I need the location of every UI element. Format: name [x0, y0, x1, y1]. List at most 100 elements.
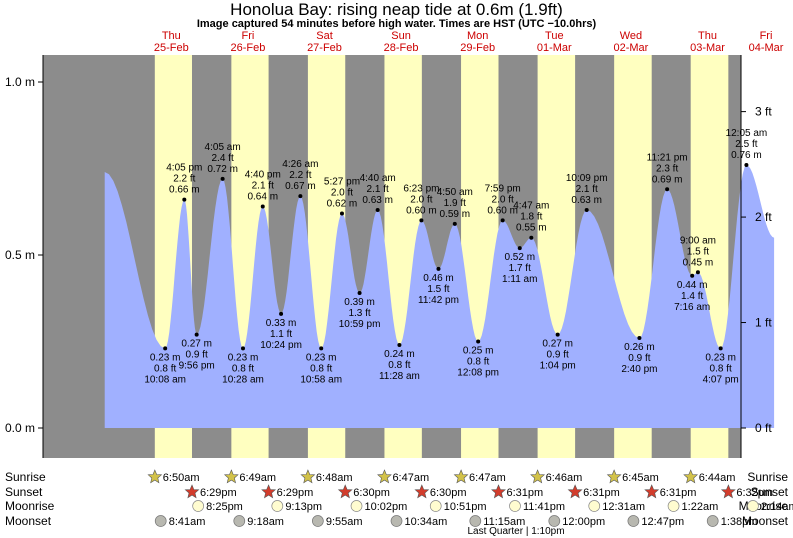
tide-height-ft: 1.1 ft	[270, 329, 292, 340]
tide-height-ft: 0.8 ft	[232, 363, 254, 374]
tide-point	[690, 273, 695, 278]
moonrise-time: 10:51pm	[444, 501, 487, 513]
sunset-time: 6:31pm	[660, 487, 697, 499]
moonset-time: 11:15am	[483, 516, 525, 528]
sunrise-time: 6:47am	[469, 472, 506, 484]
left-axis-tick-label: 0.0 m	[5, 421, 35, 435]
day-name: Fri	[760, 30, 773, 42]
tide-height-m: 0.62 m	[327, 198, 358, 209]
tide-point	[163, 346, 168, 351]
tide-time: 11:21 pm	[647, 152, 688, 163]
tide-height-ft: 0.9 ft	[628, 353, 650, 364]
tide-height-m: 0.33 m	[266, 318, 297, 329]
tide-time: 7:59 pm	[485, 183, 521, 194]
tide-height-m: 0.45 m	[683, 257, 714, 268]
row-label-sunset: Sunset	[5, 485, 43, 499]
day-name: Fri	[241, 30, 254, 42]
moonset-time: 8:41am	[169, 516, 206, 528]
tide-point	[419, 218, 424, 223]
tide-height-ft: 1.8 ft	[520, 212, 542, 223]
moonset-icon	[469, 515, 482, 527]
sunrise-icon	[453, 469, 469, 484]
tide-height-m: 0.24 m	[384, 349, 415, 360]
tide-height-m: 0.25 m	[463, 346, 494, 357]
tide-point	[182, 197, 187, 202]
sunset-icon	[720, 484, 736, 499]
tide-curve	[104, 165, 775, 428]
sunrise-icon	[377, 469, 392, 484]
tide-height-ft: 0.8 ft	[154, 363, 176, 374]
tide-height-ft: 0.9 ft	[547, 350, 569, 361]
tide-height-ft: 0.9 ft	[186, 350, 208, 361]
sunset-time: 6:29pm	[200, 487, 237, 499]
day-date: 27-Feb	[307, 42, 342, 54]
moonrise-time: 8:25pm	[206, 501, 243, 513]
day-date: 02-Mar	[613, 42, 648, 54]
moonset-time: 1:38pm	[721, 516, 758, 528]
sunset-time: 6:30pm	[430, 487, 467, 499]
row-label-moonset-right: Moonset	[742, 514, 789, 528]
tide-height-ft: 2.0 ft	[492, 194, 514, 205]
tide-time: 1:04 pm	[540, 361, 576, 372]
moonrise-icon	[667, 500, 680, 512]
tide-point	[357, 291, 362, 296]
tide-height-ft: 1.4 ft	[681, 291, 703, 302]
tide-time: 4:26 am	[282, 159, 318, 170]
moonrise-time: 12:31am	[602, 501, 645, 513]
tide-time: 9:56 pm	[179, 361, 215, 372]
moonrise-time: 11:41pm	[523, 501, 565, 513]
tide-height-ft: 2.0 ft	[331, 187, 353, 198]
tide-height-ft: 0.8 ft	[467, 357, 489, 368]
tide-point	[298, 194, 303, 199]
tide-time: 9:00 am	[680, 235, 716, 246]
sunset-icon	[184, 484, 200, 499]
tide-point	[452, 221, 457, 226]
sunrise-icon	[683, 469, 699, 484]
tide-height-m: 0.23 m	[306, 352, 337, 363]
tide-point	[260, 204, 265, 209]
sunset-icon	[491, 484, 506, 499]
tide-height-m: 0.63 m	[362, 195, 393, 206]
moonset-icon	[390, 515, 403, 527]
tide-time: 1:11 am	[502, 274, 537, 285]
tide-height-ft: 0.8 ft	[710, 363, 732, 374]
moonset-icon	[706, 515, 719, 527]
moonset-icon	[627, 515, 640, 527]
row-label-moonset: Moonset	[5, 514, 52, 528]
sunrise-icon	[530, 469, 546, 484]
tide-time: 11:28 am	[379, 371, 420, 382]
tide-time: 2:40 pm	[621, 364, 657, 375]
tide-time: 4:40 pm	[245, 170, 281, 181]
tide-height-ft: 2.2 ft	[289, 170, 311, 181]
moonset-time: 9:18am	[247, 516, 284, 528]
tide-point	[584, 208, 589, 213]
sunset-time: 6:29pm	[277, 487, 314, 499]
tide-time: 7:16 am	[674, 302, 710, 313]
tide-point	[744, 163, 749, 168]
moonset-icon	[312, 515, 324, 527]
tide-height-ft: 2.0 ft	[410, 194, 432, 205]
tide-height-m: 0.55 m	[516, 223, 547, 234]
tide-height-m: 0.72 m	[207, 164, 238, 175]
tide-height-m: 0.60 m	[406, 205, 437, 216]
sunset-icon	[261, 484, 277, 499]
day-name: Sun	[391, 30, 411, 42]
tide-point	[517, 246, 522, 251]
sunrise-time: 6:46am	[546, 472, 583, 484]
sunrise-time: 6:50am	[163, 472, 200, 484]
tide-height-ft: 1.5 ft	[427, 284, 449, 295]
moonrise-icon	[747, 500, 759, 512]
sunset-icon	[337, 484, 353, 499]
tide-height-m: 0.69 m	[652, 174, 683, 185]
sunrise-time: 6:49am	[239, 472, 276, 484]
tide-point	[695, 270, 700, 275]
tide-point	[375, 208, 380, 213]
tide-time: 10:28 am	[222, 374, 264, 385]
tide-point	[319, 346, 324, 351]
day-date: 26-Feb	[230, 42, 265, 54]
tide-point	[529, 235, 534, 240]
tide-height-ft: 1.5 ft	[687, 246, 709, 257]
tide-point	[339, 211, 344, 216]
tide-time: 4:47 am	[513, 201, 549, 212]
tide-height-m: 0.52 m	[504, 252, 535, 263]
